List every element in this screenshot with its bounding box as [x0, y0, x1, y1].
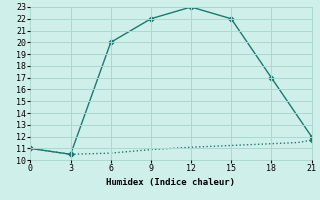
X-axis label: Humidex (Indice chaleur): Humidex (Indice chaleur): [107, 178, 236, 187]
